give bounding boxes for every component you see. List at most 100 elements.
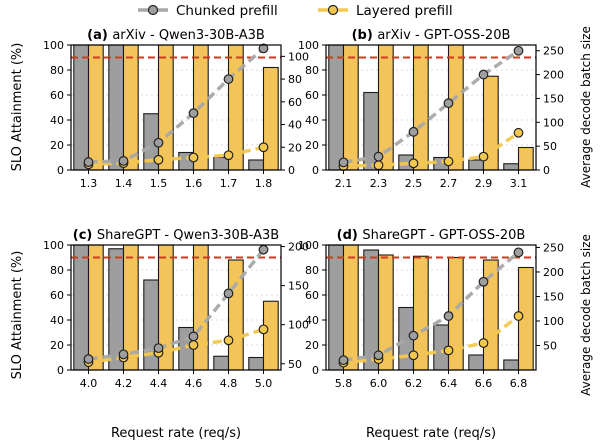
panel-title-text: arXiv - GPT-OSS-20B [377,28,510,43]
x-tick-label: 6.6 [475,377,493,390]
y-left-tick-label: 20 [50,339,64,352]
x-tick-label: 6.4 [440,377,458,390]
point-layered-batch [258,324,269,335]
y-left-tick-label: 60 [305,289,319,302]
legend-layered-marker [327,4,339,16]
bar-layered [87,244,104,371]
point-layered-batch [513,311,524,321]
point-chunked-batch [478,69,489,80]
x-label-right: Request rate (req/s) [366,426,496,441]
x-tick-label: 6.2 [405,377,423,390]
point-chunked-batch [153,343,164,354]
x-tick-label: 4.2 [115,377,133,390]
y-left-tick-label: 100 [43,239,64,252]
line-layered-batch [88,327,265,364]
panel-title-text: ShareGPT - GPT-OSS-20B [362,228,525,243]
y-left-tick-label: 80 [305,264,319,277]
point-chunked-batch [513,247,524,258]
x-tick-label: 1.3 [80,177,98,190]
x-tick-label: 2.1 [335,177,353,190]
y-left-tick-label: 20 [50,139,64,152]
point-chunked-batch [443,311,454,321]
point-chunked-batch [188,108,199,119]
y-left-tick-label: 20 [305,139,319,152]
point-layered-batch [478,338,489,348]
panel-3: 0 20 40 60 80 100 50 100 150 200 4.0 4.2 4.4 4.6 4.8 5.… [43,228,309,390]
panel-tag: (b) [352,28,378,43]
bar-layered [412,44,429,171]
point-layered-batch [373,160,384,171]
point-layered-batch [188,152,199,163]
point-chunked-batch [373,151,384,162]
y-right-tick-label: 100 [288,319,309,332]
x-tick-label: 3.1 [510,177,528,190]
point-layered-batch [513,127,524,138]
point-chunked-batch [478,276,489,287]
y-right-tick-label: 150 [543,92,564,105]
bar-chunked [73,244,90,371]
y-left-tick-label: 0 [57,164,64,177]
point-layered-batch [223,150,234,161]
point-chunked-batch [83,157,94,167]
legend-chunked-label: Chunked prefill [176,3,278,19]
bar-chunked [73,44,90,171]
panel-tag: (d) [337,228,363,243]
panel-title-text: ShareGPT - Qwen3-30B-A3B [97,228,279,243]
y-right-tick-label: 100 [543,116,564,129]
panel-tag: (c) [73,228,97,243]
point-chunked-batch [118,349,129,360]
point-layered-batch [223,335,234,346]
point-chunked-batch [188,331,199,342]
bar-layered [262,300,279,371]
y-right-tick-label: 40 [288,119,302,132]
x-tick-label: 2.3 [370,177,388,190]
x-tick-label: 4.6 [185,377,203,390]
y-left-tick-label: 40 [50,114,64,127]
y-left-tick-label: 80 [50,64,64,77]
bar-chunked [328,44,345,171]
point-chunked-batch [513,45,524,56]
bar-chunked [328,244,345,371]
y-left-tick-label: 60 [50,89,64,102]
point-chunked-batch [338,157,349,168]
bar-layered [157,44,174,171]
y-right-tick-label: 50 [543,140,557,153]
y-left-tick-label: 0 [312,364,319,377]
panel-title: (b) arXiv - GPT-OSS-20B [352,28,511,43]
y-right-tick-label: 200 [288,241,309,254]
y-left-tick-label: 100 [298,239,319,252]
y-right-tick-label: 250 [543,241,564,254]
panel-tag: (a) [87,28,112,43]
line-layered-batch [88,145,264,167]
y-right-tick-label: 200 [543,69,564,82]
x-tick-label: 6.8 [510,377,528,390]
x-tick-label: 2.5 [405,177,423,190]
point-chunked-batch [258,244,269,255]
y-right-tick-label: 250 [543,45,564,58]
y-right-tick-label: 50 [288,358,302,371]
y-left-tick-label: 100 [43,39,64,52]
point-chunked-batch [338,355,349,366]
y-right-tick-label: 0 [288,164,295,177]
point-layered-batch [443,156,454,167]
y-left-tick-label: 40 [50,314,64,327]
y-right-label-top: Average decode batch size [579,26,593,188]
y-left-tick-label: 100 [298,39,319,52]
bar-chunked [503,359,520,371]
x-tick-label: 1.5 [150,177,168,190]
y-left-tick-label: 0 [312,164,319,177]
panel-title: (a) arXiv - Qwen3-30B-A3B [87,28,265,43]
y-right-tick-label: 80 [288,73,302,86]
y-right-tick-label: 200 [543,266,564,279]
y-right-tick-label: 150 [543,290,564,303]
panel-title: (c) ShareGPT - Qwen3-30B-A3B [73,228,279,243]
x-tick-label: 4.8 [220,377,238,390]
point-chunked-batch [258,43,269,54]
legend: Chunked prefill Layered prefill [138,3,453,19]
x-tick-label: 4.0 [80,377,98,390]
x-tick-label: 1.7 [220,177,238,190]
point-layered-batch [188,340,199,350]
x-tick-label: 1.8 [255,177,273,190]
y-left-tick-label: 40 [305,314,319,327]
panel-4: 0 20 40 60 80 100 50 100 150 200 250 5.8 6.0 6.2 6.4 6.… [298,228,564,390]
